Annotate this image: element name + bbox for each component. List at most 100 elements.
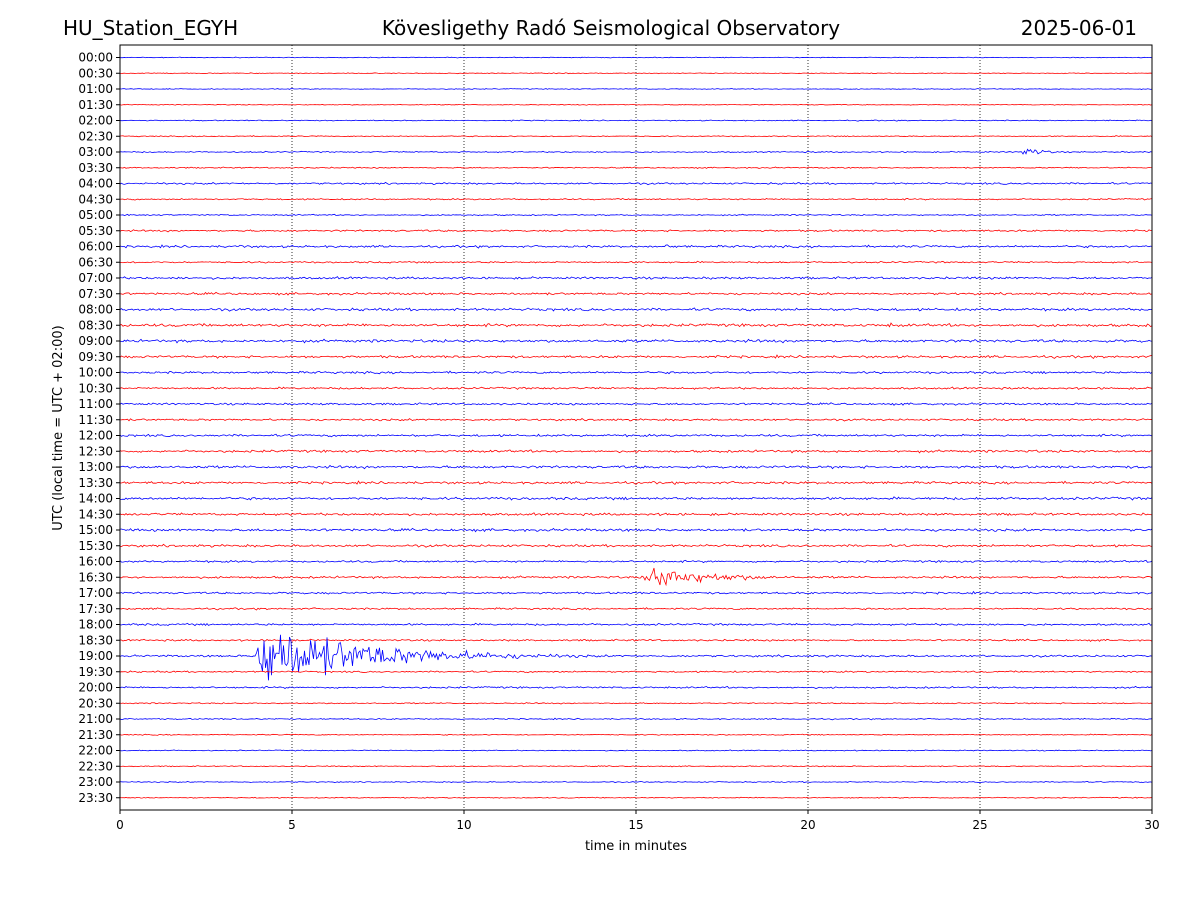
y-tick-label-0130: 01:30 [78,98,113,112]
trace-0000 [119,56,1153,59]
y-tick-label-2030: 20:30 [78,696,113,710]
trace-1800 [119,622,1153,627]
trace-1630 [119,567,1153,587]
y-tick-label-1730: 17:30 [78,602,113,616]
trace-1130 [119,418,1153,422]
trace-0430 [119,197,1153,201]
y-tick-label-1700: 17:00 [78,586,113,600]
x-tick-label-0: 0 [116,818,124,832]
y-tick-label-0500: 05:00 [78,208,113,222]
y-tick-label-0230: 02:30 [78,129,113,143]
trace-2300 [119,780,1153,784]
station-label: HU_Station_EGYH [63,16,238,40]
y-tick-label-0300: 03:00 [78,145,113,159]
trace-0300 [120,148,1153,155]
y-tick-label-1930: 19:30 [78,665,113,679]
trace-1330 [119,480,1153,485]
trace-1400 [119,496,1153,501]
seismic-traces [119,56,1153,799]
y-tick-label-1900: 19:00 [78,649,113,663]
y-tick-label-1530: 15:30 [78,539,113,553]
date-label: 2025-06-01 [1021,16,1137,40]
y-tick-label-0030: 00:30 [78,66,113,80]
x-tick-label-15: 15 [628,818,643,832]
trace-0530 [119,229,1153,233]
chart-title: Kövesligethy Radó Seismological Observat… [382,16,840,40]
y-tick-label-1030: 10:30 [78,381,113,395]
x-tick-label-10: 10 [456,818,471,832]
y-tick-label-2200: 22:00 [78,744,113,758]
y-tick-label-0000: 00:00 [78,51,113,65]
y-tick-label-0430: 04:30 [78,192,113,206]
y-tick-label-0900: 09:00 [78,334,113,348]
trace-1900 [119,634,1153,681]
y-tick-label-0730: 07:30 [78,287,113,301]
y-tick-label-1200: 12:00 [78,429,113,443]
trace-0500 [119,213,1153,217]
y-tick-label-0830: 08:30 [78,318,113,332]
y-tick-label-2230: 22:30 [78,759,113,773]
trace-2000 [119,685,1153,690]
trace-0830 [119,322,1153,328]
vertical-gridlines [291,45,981,810]
trace-1730 [119,607,1153,611]
trace-0030 [119,72,1153,75]
x-tick-label-5: 5 [288,818,296,832]
trace-0130 [119,103,1153,106]
x-tick-label-30: 30 [1144,818,1159,832]
trace-1100 [119,402,1153,406]
y-tick-label-2300: 23:00 [78,775,113,789]
trace-0730 [119,291,1153,296]
y-tick-label-2100: 21:00 [78,712,113,726]
y-tick-label-1230: 12:30 [78,444,113,458]
trace-0700 [119,276,1153,280]
trace-0230 [119,135,1153,138]
trace-0400 [119,181,1153,186]
y-tick-label-1830: 18:30 [78,633,113,647]
trace-1200 [119,433,1153,438]
trace-0930 [119,354,1153,359]
y-tick-label-0330: 03:30 [78,161,113,175]
y-tick-label-0700: 07:00 [78,271,113,285]
trace-1600 [119,559,1153,564]
y-tick-label-1330: 13:30 [78,476,113,490]
y-tick-label-2330: 23:30 [78,791,113,805]
y-tick-label-1430: 14:30 [78,507,113,521]
y-tick-label-0200: 02:00 [78,114,113,128]
trace-0630 [119,260,1153,264]
trace-2230 [119,765,1153,768]
y-tick-label-1500: 15:00 [78,523,113,537]
y-tick-label-1300: 13:00 [78,460,113,474]
trace-1700 [119,590,1153,595]
trace-2200 [119,749,1153,752]
trace-1030 [119,386,1153,390]
trace-0100 [119,88,1153,90]
trace-1430 [119,512,1153,517]
y-tick-label-0100: 01:00 [78,82,113,96]
y-tick-label-1800: 18:00 [78,618,113,632]
y-tick-label-0600: 06:00 [78,240,113,254]
trace-1830 [119,638,1153,642]
trace-2100 [119,717,1153,721]
trace-1300 [119,464,1153,470]
x-tick-label-20: 20 [800,818,815,832]
y-tick-label-0530: 05:30 [78,224,113,238]
y-tick-label-1000: 10:00 [78,366,113,380]
trace-1230 [119,449,1152,454]
y-tick-label-1400: 14:00 [78,492,113,506]
trace-0800 [119,307,1153,312]
trace-0200 [119,119,1153,122]
trace-2030 [119,702,1153,705]
trace-2330 [119,796,1153,799]
trace-1500 [119,527,1153,533]
x-axis-ticks: 0 5 10 15 20 25 30 [116,810,1160,832]
x-tick-label-25: 25 [972,818,987,832]
y-axis-label: UTC (local time = UTC + 02:00) [51,325,66,530]
y-tick-label-1630: 16:30 [78,570,113,584]
y-tick-label-2000: 20:00 [78,681,113,695]
y-tick-label-1130: 11:30 [78,413,113,427]
x-axis-label: time in minutes [585,839,687,854]
y-tick-label-0930: 09:30 [78,350,113,364]
